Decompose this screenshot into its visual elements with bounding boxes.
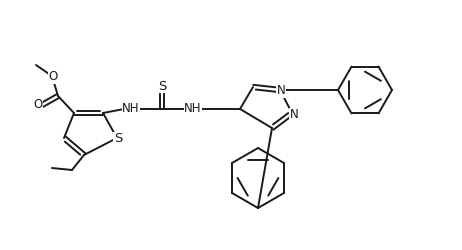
Text: N: N [277,84,286,98]
Text: S: S [158,80,166,92]
Text: O: O [33,98,43,112]
Text: N: N [290,108,298,122]
Text: NH: NH [184,102,202,116]
Text: S: S [114,132,122,145]
Text: O: O [49,70,58,84]
Text: NH: NH [122,102,140,116]
